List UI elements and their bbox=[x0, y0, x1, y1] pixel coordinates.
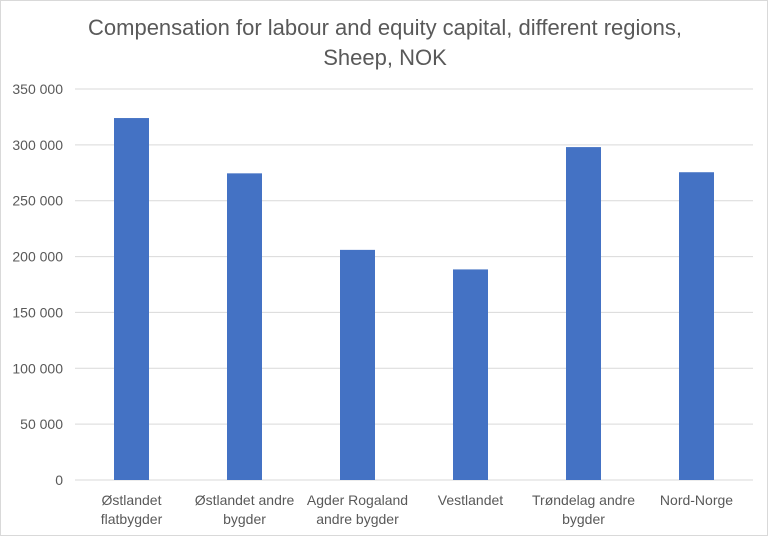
y-tick-label: 150 000 bbox=[12, 304, 63, 320]
bar bbox=[114, 118, 149, 480]
x-category-label: Agder Rogaland andre bygder bbox=[307, 492, 408, 527]
bar bbox=[340, 249, 375, 480]
y-tick-label: 0 bbox=[55, 472, 63, 488]
y-tick-label: 300 000 bbox=[12, 137, 63, 153]
gridlines bbox=[75, 88, 753, 481]
x-category-label: Trøndelag andre bygder bbox=[532, 492, 635, 527]
x-category-label: Østlandet andre bygder bbox=[195, 492, 295, 527]
chart-title-line-2: Sheep, NOK bbox=[323, 45, 447, 70]
y-tick-label: 250 000 bbox=[12, 193, 63, 209]
bars bbox=[114, 118, 714, 480]
y-tick-label: 50 000 bbox=[20, 416, 63, 432]
x-category-label: Østlandet flatbygder bbox=[101, 492, 163, 527]
x-category-label: Vestlandet bbox=[438, 492, 503, 508]
chart-title: Compensation for labour and equity capit… bbox=[1, 13, 768, 73]
y-tick-label: 350 000 bbox=[12, 81, 63, 97]
x-axis-labels: Østlandet flatbygder Østlandet andre bygder… bbox=[101, 492, 734, 527]
x-category-label: Nord-Norge bbox=[660, 492, 733, 508]
y-tick-label: 100 000 bbox=[12, 360, 63, 376]
chart-title-line-1: Compensation for labour and equity capit… bbox=[88, 15, 682, 40]
bar bbox=[227, 173, 262, 480]
bar bbox=[566, 147, 601, 480]
bar bbox=[453, 269, 488, 480]
y-axis-ticks: 0 50 000 100 000 150 000 200 000 250 000 300 0… bbox=[12, 81, 63, 488]
y-tick-label: 200 000 bbox=[12, 249, 63, 265]
bar bbox=[679, 172, 714, 480]
